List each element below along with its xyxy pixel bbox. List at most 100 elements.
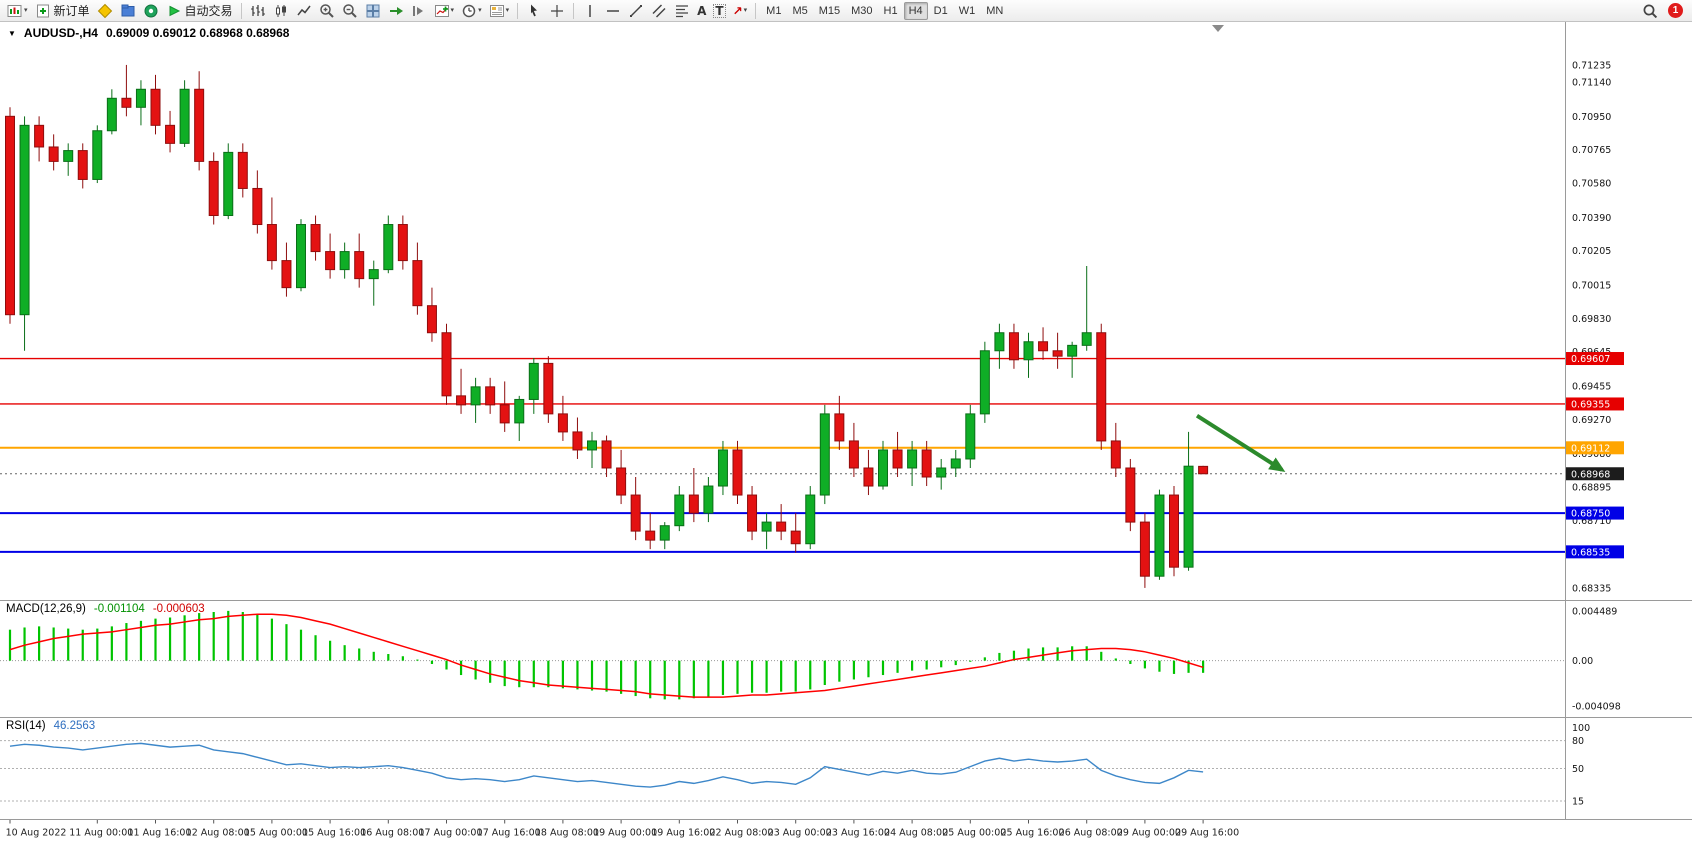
timeframe-h1[interactable]: H1 bbox=[879, 2, 903, 20]
chart-title: ▼ AUDUSD-,H4 0.69009 0.69012 0.68968 0.6… bbox=[8, 26, 289, 40]
candle-82-body bbox=[1198, 465, 1209, 475]
auto-scroll-button[interactable] bbox=[385, 1, 407, 21]
vertical-line-button[interactable] bbox=[579, 1, 601, 21]
templates-button[interactable]: ▾ bbox=[486, 1, 513, 21]
indicators-button[interactable]: ▾ bbox=[431, 1, 458, 21]
tile-windows-button[interactable] bbox=[362, 1, 384, 21]
autotrading-button[interactable]: 自动交易 bbox=[163, 1, 236, 21]
candle-22-body bbox=[325, 251, 336, 271]
time-axis-label: 26 Aug 08:00 bbox=[1059, 828, 1123, 839]
toolbar: ▾ 新订单 bbox=[0, 0, 1692, 22]
chart-canvas[interactable]: 0.71235 0.71140 0.70950 0.70765 0.70580 0.703… bbox=[0, 22, 1692, 845]
candle-44-body bbox=[645, 530, 656, 541]
search-button[interactable] bbox=[1639, 1, 1661, 21]
candle-71-body bbox=[1038, 341, 1049, 352]
chart-ohlc-values: 0.69009 0.69012 0.68968 0.68968 bbox=[105, 26, 290, 40]
price-tick-label: 0.71140 bbox=[1572, 78, 1611, 89]
price-level-badge bbox=[1566, 441, 1624, 455]
candle-27-body bbox=[397, 224, 408, 262]
one-click-trading-toggle[interactable]: ▼ bbox=[8, 28, 16, 38]
candle-52-body bbox=[761, 521, 772, 532]
macd-tick-label: -0.004098 bbox=[1572, 702, 1621, 713]
equidistant-channel-icon bbox=[652, 3, 666, 18]
vertical-line-icon bbox=[589, 4, 591, 17]
trendline-button[interactable] bbox=[625, 1, 647, 21]
notification-badge[interactable]: 1 bbox=[1668, 3, 1683, 18]
candle-54-body bbox=[790, 530, 801, 545]
timeframe-m15[interactable]: M15 bbox=[814, 2, 845, 20]
metaeditor-button[interactable] bbox=[94, 1, 116, 21]
candle-0-body bbox=[5, 115, 15, 316]
horizontal-line-button[interactable] bbox=[602, 1, 624, 21]
candle-53-body bbox=[776, 521, 787, 532]
candle-75-body bbox=[1096, 332, 1107, 442]
new-chart-button[interactable]: ▾ bbox=[4, 1, 31, 21]
candle-62-body bbox=[907, 449, 918, 469]
candle-18-body bbox=[266, 224, 277, 262]
candle-60-body bbox=[878, 449, 888, 487]
candle-40-body bbox=[587, 440, 597, 451]
candlestick-chart-button[interactable] bbox=[270, 1, 292, 21]
candle-33-body bbox=[485, 386, 496, 406]
crosshair-button[interactable] bbox=[546, 1, 568, 21]
candle-49-body bbox=[717, 449, 728, 487]
timeframe-d1[interactable]: D1 bbox=[929, 2, 953, 20]
candle-6-body bbox=[92, 130, 103, 180]
text-button[interactable]: A bbox=[694, 1, 709, 21]
time-axis-label: 11 Aug 00:00 bbox=[69, 828, 133, 839]
templates-icon bbox=[489, 4, 504, 17]
rsi-tick-label: 80 bbox=[1572, 736, 1584, 747]
candle-66-body bbox=[965, 413, 976, 460]
text-tool-icon: A bbox=[697, 3, 707, 18]
price-tick-label: 0.70015 bbox=[1572, 280, 1611, 291]
toolbar-separator bbox=[240, 2, 242, 19]
time-axis-label: 17 Aug 00:00 bbox=[418, 828, 482, 839]
timeframe-m5[interactable]: M5 bbox=[787, 2, 812, 20]
line-chart-button[interactable] bbox=[293, 1, 315, 21]
periods-button[interactable]: ▾ bbox=[458, 1, 485, 21]
new-order-icon bbox=[36, 4, 49, 17]
channel-button[interactable] bbox=[648, 1, 670, 21]
price-level-badge bbox=[1566, 506, 1624, 520]
zoom-in-button[interactable] bbox=[316, 1, 338, 21]
candle-20-body bbox=[296, 224, 306, 289]
zoom-out-icon bbox=[342, 3, 357, 18]
chart-shift-marker[interactable] bbox=[1212, 25, 1224, 32]
price-tick-label: 0.68335 bbox=[1572, 583, 1611, 594]
profiles-button[interactable] bbox=[117, 1, 139, 21]
candle-26-body bbox=[383, 224, 394, 271]
candle-69-body bbox=[1008, 332, 1019, 361]
macd-tick-label: 0.004489 bbox=[1572, 607, 1617, 618]
candle-70-body bbox=[1023, 341, 1034, 361]
timeframe-w1[interactable]: W1 bbox=[954, 2, 981, 20]
metaeditor-icon bbox=[97, 3, 112, 18]
candle-25-body bbox=[368, 269, 379, 280]
timeframe-m1[interactable]: M1 bbox=[761, 2, 786, 20]
community-button[interactable] bbox=[140, 1, 162, 21]
time-axis-label: 29 Aug 16:00 bbox=[1175, 828, 1239, 839]
timeframe-m30[interactable]: M30 bbox=[846, 2, 877, 20]
new-order-button[interactable]: 新订单 bbox=[32, 1, 93, 21]
cursor-button[interactable] bbox=[523, 1, 545, 21]
timeframe-h4[interactable]: H4 bbox=[903, 1, 928, 20]
zoom-out-button[interactable] bbox=[339, 1, 361, 21]
line-chart-icon bbox=[296, 5, 311, 15]
new-chart-icon bbox=[7, 4, 22, 17]
price-tick-label: 0.68710 bbox=[1572, 516, 1611, 527]
timeframe-mn[interactable]: MN bbox=[981, 2, 1008, 20]
rsi-tick-label: 15 bbox=[1572, 797, 1584, 808]
macd-main-value: -0.001104 bbox=[93, 603, 145, 615]
arrows-button[interactable]: ↗ ▾ bbox=[730, 1, 751, 21]
time-axis-label: 24 Aug 08:00 bbox=[884, 828, 948, 839]
chart-shift-button[interactable] bbox=[408, 1, 430, 21]
indicators-icon bbox=[434, 4, 449, 17]
fibonacci-button[interactable] bbox=[671, 1, 693, 21]
candle-48-body bbox=[703, 485, 714, 514]
trend-arrow-object[interactable] bbox=[1195, 414, 1286, 472]
crosshair-icon bbox=[551, 4, 564, 17]
candle-16-body bbox=[237, 151, 248, 189]
caret-icon: ▾ bbox=[450, 7, 455, 14]
bar-chart-button[interactable] bbox=[247, 1, 269, 21]
candle-77-body bbox=[1125, 467, 1136, 523]
text-label-button[interactable]: T bbox=[710, 1, 728, 21]
